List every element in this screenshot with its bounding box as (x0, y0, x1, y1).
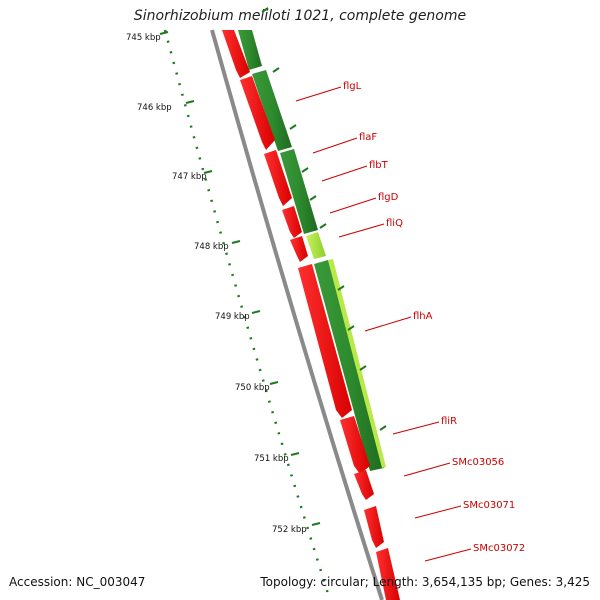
tick-label: 747 kbp (172, 172, 207, 182)
gene-label[interactable]: fliR (441, 416, 457, 427)
gene-label[interactable]: flbT (369, 160, 389, 171)
gene-leader-line (403, 462, 451, 477)
reverse-strand-genes (222, 30, 400, 600)
tick-mark (203, 170, 213, 174)
gene-arrow-1 (222, 30, 250, 78)
tick-label: 751 kbp (254, 454, 289, 464)
gene-arrow-2 (240, 76, 275, 150)
tick-mark (269, 381, 279, 385)
tick-mark (290, 452, 300, 456)
organism-name: Sinorhizobium meliloti (133, 8, 291, 24)
feature-tick-marks (261, 7, 387, 431)
gene-label[interactable]: fliQ (386, 218, 403, 229)
gene-arrow-4 (282, 206, 302, 238)
gene-leader-line (295, 86, 342, 102)
gene-label[interactable]: flaF (359, 132, 377, 143)
tick-mark (311, 522, 321, 526)
accession-text: Accession: NC_003047 (9, 575, 146, 589)
gene-label[interactable]: SMc03071 (463, 500, 515, 511)
gene-leader-line (329, 197, 377, 214)
tick-label: 749 kbp (215, 312, 250, 322)
tick-label: 752 kbp (272, 525, 307, 535)
topology-text: Topology: circular; Length: 3,654,135 bp… (260, 575, 590, 589)
tick-mark (185, 100, 195, 104)
tick-mark (159, 31, 169, 35)
gene-label[interactable]: SMc03072 (473, 543, 525, 554)
gene-leader-line (338, 223, 385, 238)
gene-arrow-6 (298, 264, 352, 418)
tick-label: 745 kbp (126, 33, 161, 43)
gene-label[interactable]: flgD (378, 192, 399, 203)
tick-label: 748 kbp (194, 242, 229, 252)
gene-leader-line (312, 137, 358, 154)
gene-leader-line (321, 165, 368, 182)
gene-arrow-3 (264, 150, 292, 206)
title-suffix: 1021, complete genome (290, 8, 467, 24)
gene-arrow-7 (340, 416, 370, 474)
gene-label[interactable]: flhA (413, 311, 433, 322)
forward-strand-track (238, 30, 386, 471)
gene-arrow-8 (354, 470, 374, 500)
tick-mark (251, 310, 261, 314)
genome-backbone (210, 29, 384, 600)
gene-arrow-9 (364, 506, 384, 548)
gene-arrow-10 (376, 548, 400, 600)
gene-label[interactable]: SMc03056 (452, 457, 504, 468)
gene-label[interactable]: flgL (343, 81, 362, 92)
map-title: Sinorhizobium meliloti 1021, complete ge… (0, 8, 600, 24)
tick-label: 750 kbp (235, 383, 270, 393)
tick-mark (231, 240, 241, 244)
gene-leader-line (414, 505, 462, 519)
gene-leader-line (392, 421, 440, 435)
gene-arrow-5 (290, 236, 308, 262)
gene-leader-line (364, 316, 412, 332)
tick-label: 746 kbp (137, 103, 172, 113)
gene-leader-line (424, 548, 472, 562)
